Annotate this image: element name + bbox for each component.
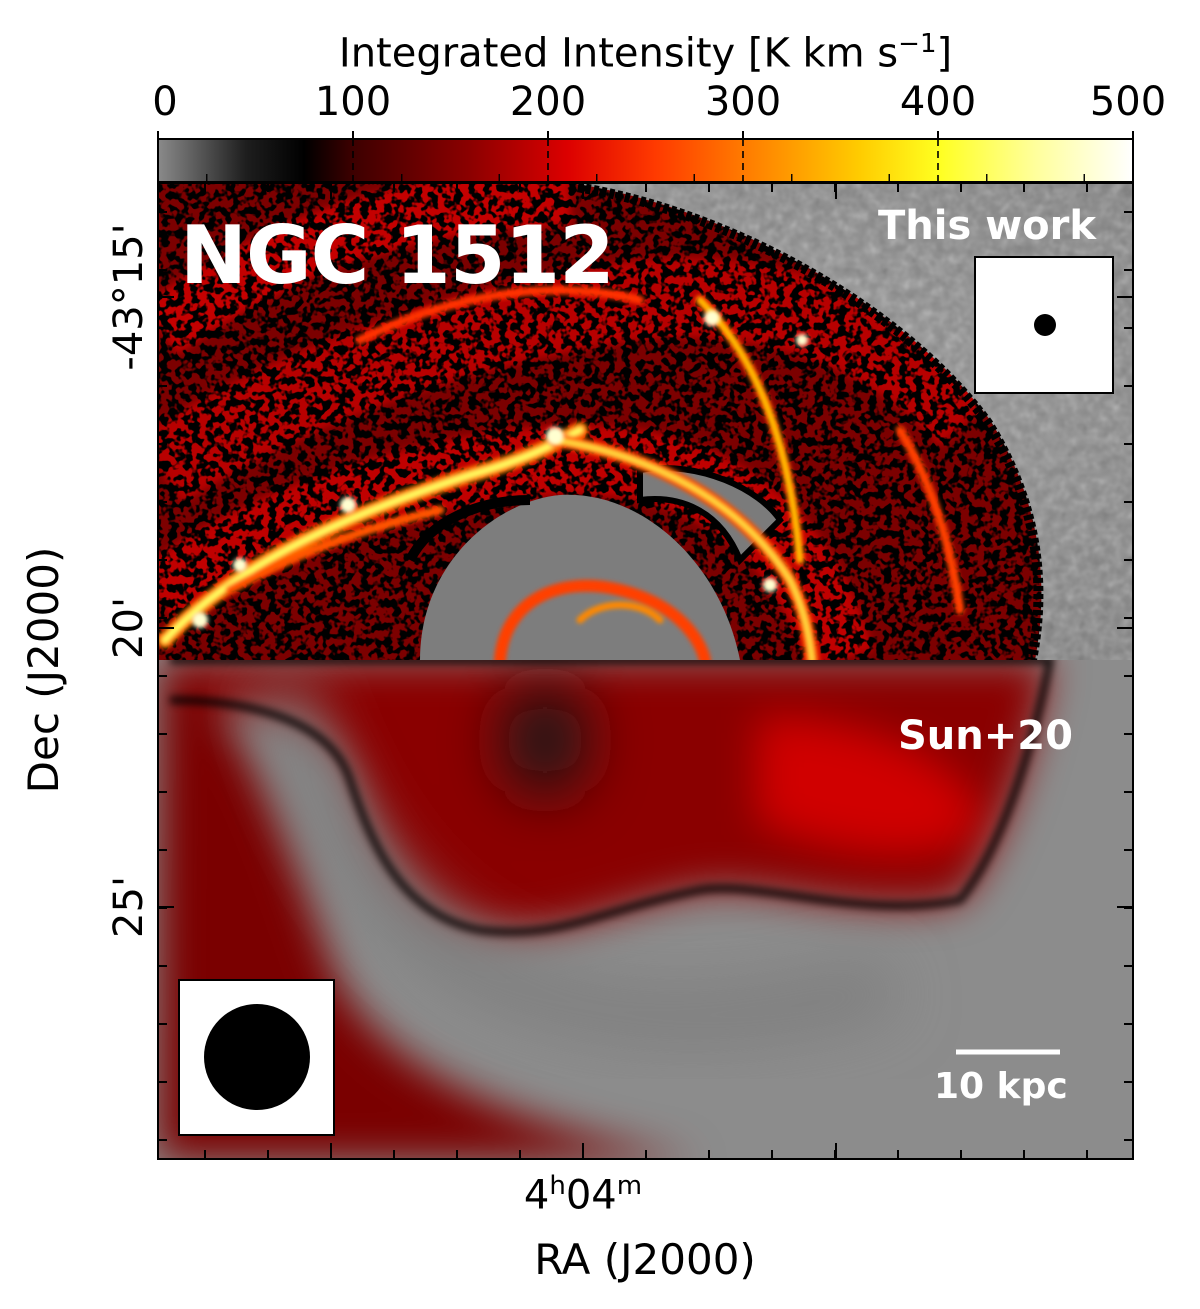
- beam-box-top: [975, 257, 1113, 393]
- x-axis-label: RA (J2000): [534, 1236, 756, 1284]
- colorbar-tick-label-500: 500: [1090, 78, 1166, 126]
- colorbar-tick-label-400: 400: [900, 78, 976, 126]
- bottom-panel-label: Sun+20: [898, 712, 1073, 760]
- colorbar-label-close: ]: [936, 30, 952, 76]
- colorbar-label-text: Integrated Intensity [K km s: [339, 30, 898, 76]
- x-tick-hours: 4: [524, 1172, 549, 1218]
- colorbar-tick-label-0: 0: [152, 78, 177, 126]
- x-tick-label-4h04m: 4h04m: [524, 1162, 642, 1219]
- y-axis-label: Dec (J2000): [21, 547, 67, 794]
- beam-marker-top: [1034, 314, 1056, 336]
- colorbar-tick-label-200: 200: [510, 78, 586, 126]
- x-tick-minutes-unit: m: [617, 1171, 642, 1201]
- colorbar-label: Integrated Intensity [K km s−1]: [158, 20, 1133, 77]
- colorbar-tick-label-300: 300: [705, 78, 781, 126]
- colorbar-tick-label-100: 100: [315, 78, 391, 126]
- x-tick-hours-unit: h: [549, 1171, 565, 1201]
- beam-marker-bottom: [204, 1004, 310, 1110]
- top-panel-label: This work: [878, 202, 1096, 250]
- colorbar-label-exponent: −1: [898, 29, 936, 59]
- galaxy-name: NGC 1512: [180, 208, 614, 304]
- y-tick-label-25: 25': [107, 876, 151, 938]
- beam-box-bottom: [179, 980, 334, 1135]
- y-tick-label-20: 20': [107, 597, 151, 659]
- y-tick-label-15: -43°15': [107, 223, 151, 370]
- colorbar: [158, 131, 1133, 182]
- x-tick-minutes: 04: [566, 1172, 617, 1218]
- scale-bar-label: 10 kpc: [934, 1066, 1068, 1108]
